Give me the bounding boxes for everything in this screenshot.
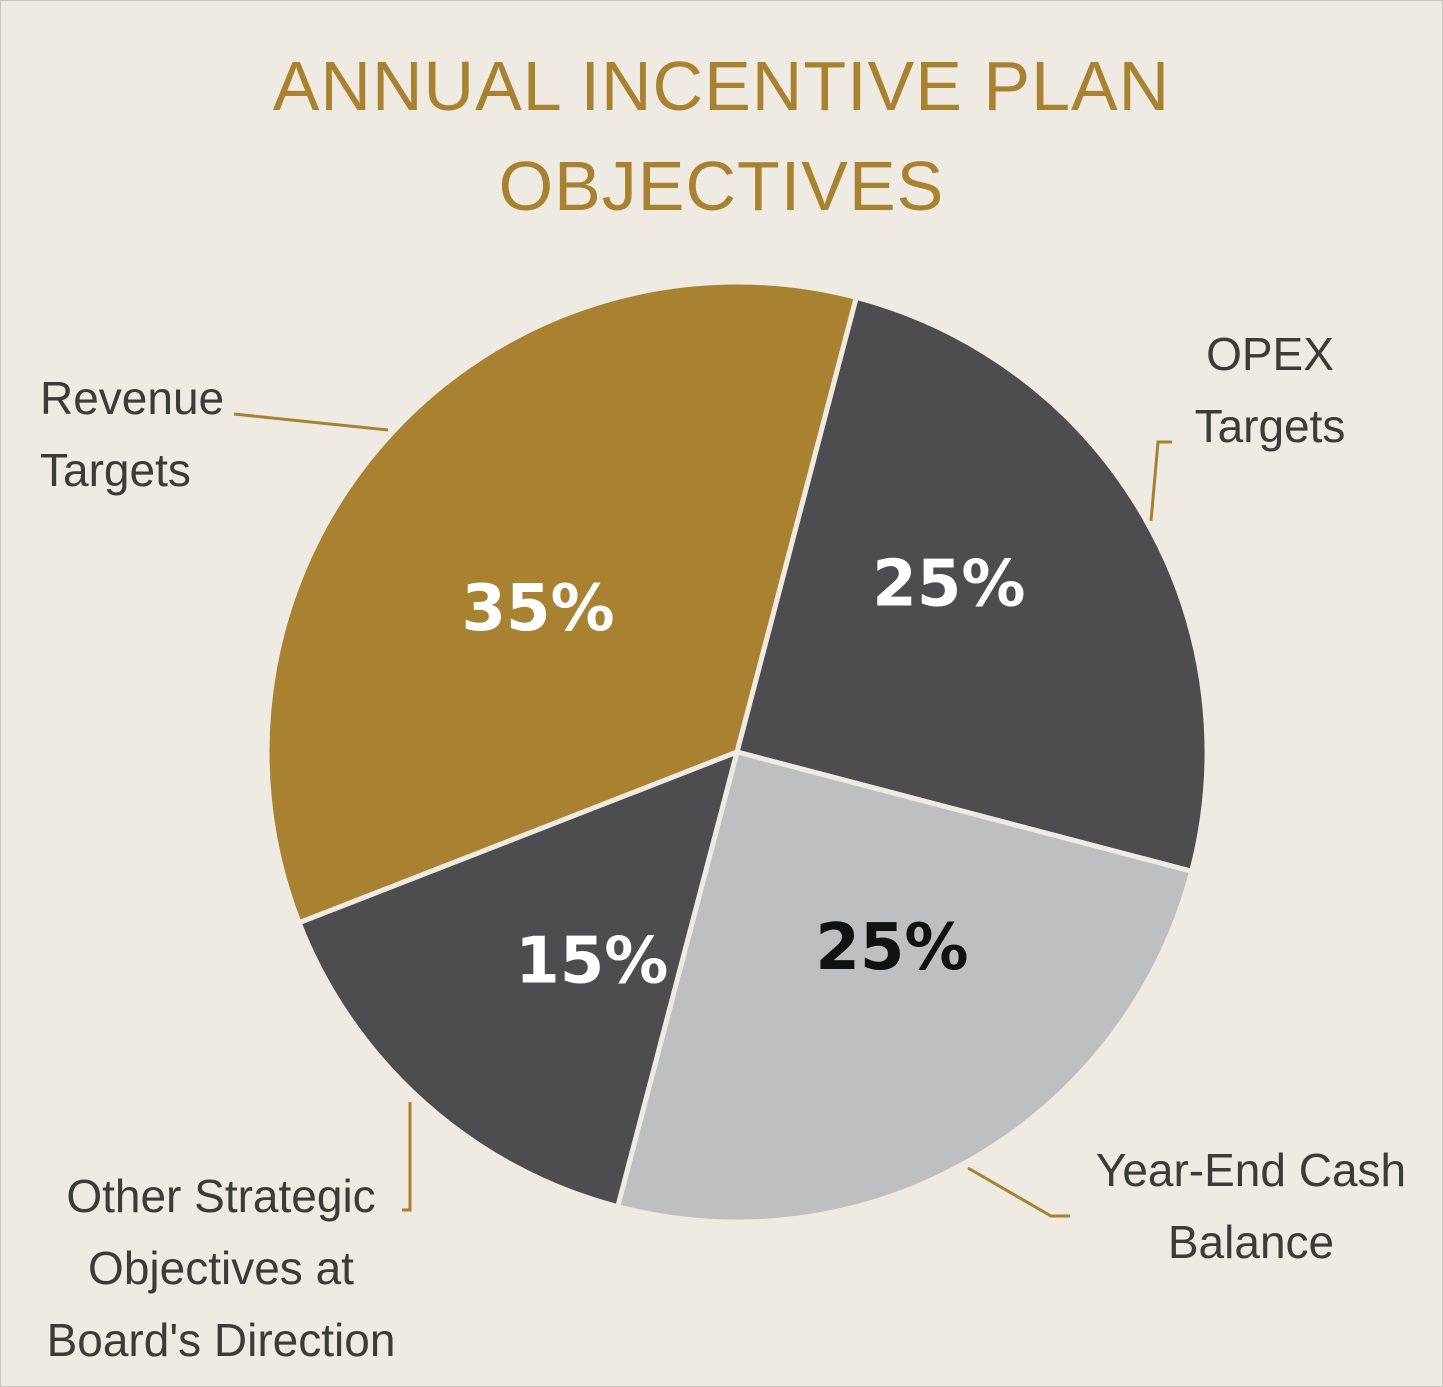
category-label-other-line-2: Objectives at — [88, 1242, 354, 1294]
category-label-other: Other Strategic Objectives at Board's Di… — [14, 1160, 428, 1376]
pie-value-label-revenue: 35% — [461, 572, 614, 646]
leader-line-cash — [967, 1166, 1070, 1218]
leader-line-revenue — [233, 412, 389, 432]
pie-value-label-cash: 25% — [815, 911, 968, 985]
category-label-cash: Year-End Cash Balance — [1066, 1134, 1436, 1278]
pie-value-label-other: 15% — [515, 925, 668, 999]
pie-slice-cash — [615, 749, 1195, 1225]
category-label-opex: OPEX Targets — [1120, 318, 1420, 462]
leader-line-other — [402, 1102, 412, 1212]
category-label-opex-line-1: OPEX — [1206, 328, 1334, 380]
chart-title-line-1: ANNUAL INCENTIVE PLAN — [272, 47, 1171, 125]
chart-title-line-2: OBJECTIVES — [498, 147, 945, 225]
category-label-opex-line-2: Targets — [1194, 400, 1346, 452]
category-label-cash-line-1: Year-End Cash — [1095, 1144, 1407, 1196]
leader-line-opex — [1149, 440, 1172, 522]
pie-value-label-opex: 25% — [872, 548, 1025, 622]
category-label-revenue-line-1: Revenue — [40, 372, 225, 424]
category-label-cash-line-2: Balance — [1167, 1216, 1335, 1268]
category-label-revenue-line-2: Targets — [40, 444, 191, 496]
pie-slice-revenue — [264, 279, 859, 926]
pie-slice-opex — [734, 294, 1210, 874]
category-label-other-line-1: Other Strategic — [66, 1170, 376, 1222]
pie-slice-other — [296, 749, 740, 1210]
category-label-other-line-3: Board's Direction — [46, 1314, 396, 1366]
category-label-revenue: Revenue Targets — [40, 362, 224, 506]
